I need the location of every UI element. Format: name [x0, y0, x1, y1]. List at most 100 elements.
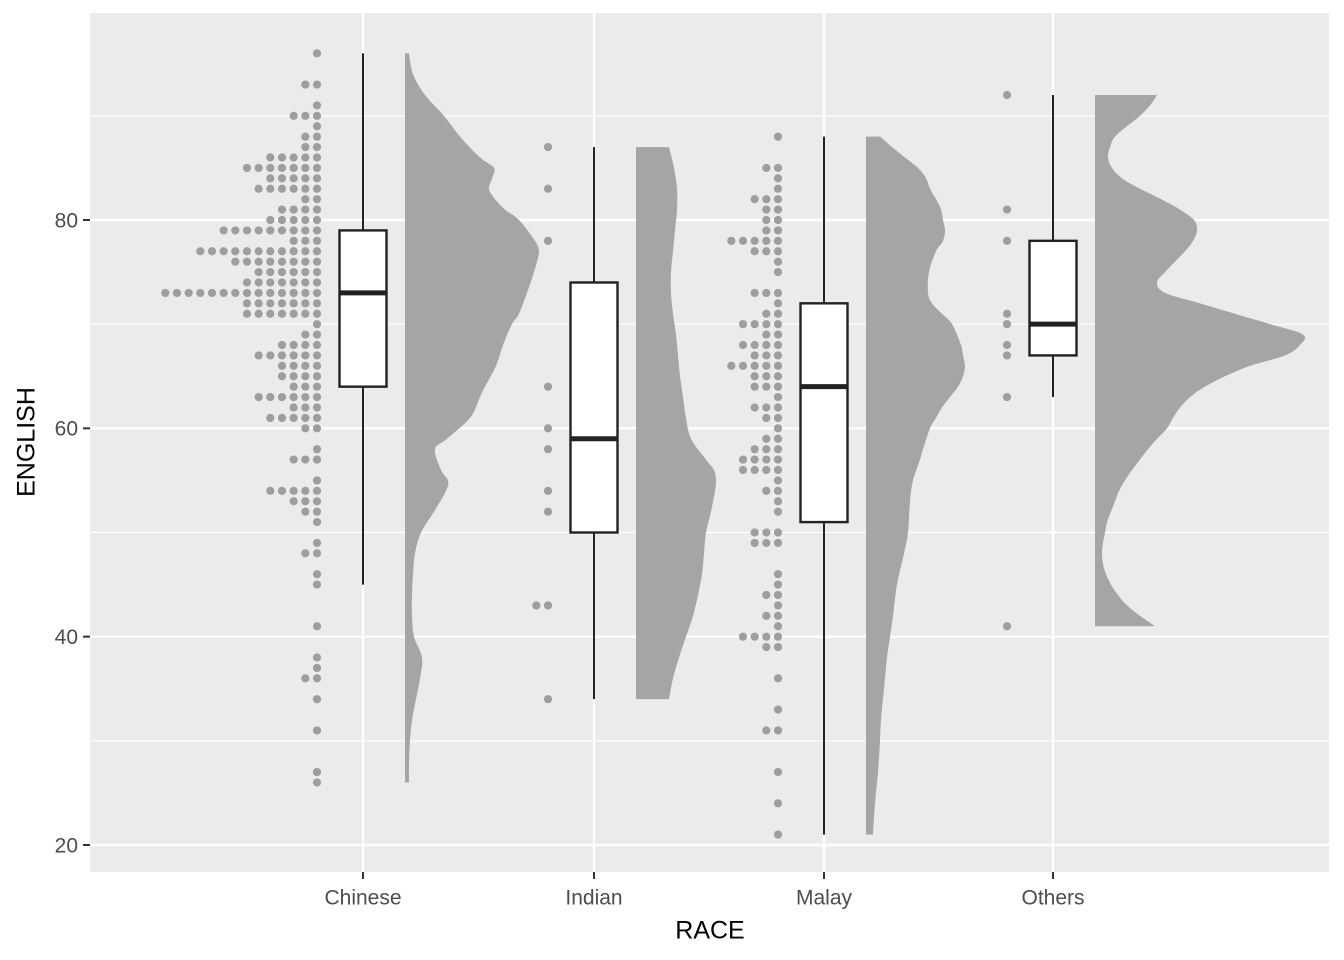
- dot: [266, 184, 275, 193]
- dot: [289, 257, 298, 266]
- dot: [312, 413, 322, 423]
- dot: [277, 361, 287, 370]
- dot: [773, 392, 783, 402]
- violin-indian: [636, 147, 717, 700]
- dot: [312, 288, 322, 298]
- dot: [773, 424, 783, 433]
- dot: [289, 340, 298, 350]
- dot: [289, 361, 298, 370]
- dot: [762, 309, 771, 318]
- dot: [773, 184, 783, 193]
- dot: [773, 538, 783, 548]
- dot: [312, 372, 322, 381]
- box-others: [1028, 239, 1078, 357]
- dot: [301, 278, 310, 287]
- dot: [762, 372, 771, 381]
- dot: [312, 299, 322, 308]
- dot: [543, 507, 553, 516]
- dot: [773, 195, 783, 204]
- dot: [762, 642, 771, 652]
- dot: [266, 392, 275, 402]
- x-tick-label-chinese: Chinese: [324, 886, 401, 909]
- dot: [762, 590, 771, 600]
- dot: [312, 195, 322, 204]
- dot: [277, 486, 287, 495]
- dot: [266, 257, 275, 266]
- dot: [301, 195, 310, 204]
- dot: [301, 153, 310, 162]
- dot: [762, 195, 771, 204]
- dot: [266, 299, 275, 308]
- dot: [312, 517, 322, 527]
- dot: [312, 174, 322, 183]
- dot: [773, 580, 783, 589]
- dot: [762, 382, 771, 391]
- dot: [312, 497, 322, 506]
- dot: [289, 392, 298, 402]
- dot: [312, 111, 322, 120]
- dot: [266, 226, 275, 235]
- dot: [242, 163, 252, 173]
- dot: [301, 111, 310, 120]
- dot: [266, 215, 275, 225]
- dot: [219, 247, 228, 256]
- box-indian: [569, 281, 619, 534]
- group-chinese: [161, 49, 540, 787]
- group-others: [1002, 90, 1306, 631]
- dot: [254, 351, 263, 360]
- dot: [312, 101, 322, 110]
- box-malay: [799, 302, 849, 524]
- dot: [773, 590, 783, 600]
- dot: [762, 486, 771, 495]
- x-tick-label-malay: Malay: [796, 886, 853, 909]
- dot: [727, 236, 736, 245]
- dot: [762, 320, 771, 329]
- dot: [289, 299, 298, 308]
- dot: [773, 455, 783, 464]
- dot: [543, 382, 553, 391]
- dot: [254, 184, 263, 193]
- dot: [301, 330, 310, 339]
- dot: [773, 528, 783, 537]
- dot: [289, 486, 298, 495]
- dot: [277, 226, 287, 235]
- dot: [738, 361, 748, 370]
- dot: [254, 299, 263, 308]
- dot: [762, 403, 771, 412]
- dot: [1002, 351, 1012, 360]
- dot: [289, 267, 298, 277]
- dot: [312, 236, 322, 245]
- dot: [312, 351, 322, 360]
- violin-others: [1095, 94, 1306, 627]
- dot: [266, 309, 275, 318]
- dot: [277, 247, 287, 256]
- dot: [266, 174, 275, 183]
- dot: [312, 361, 322, 370]
- dot: [301, 174, 310, 183]
- dot: [543, 184, 553, 193]
- dot: [543, 236, 553, 245]
- dot: [773, 726, 783, 735]
- dot: [277, 267, 287, 277]
- dot: [301, 372, 310, 381]
- dot: [301, 497, 310, 506]
- dots-chinese: [161, 49, 322, 787]
- dot: [762, 632, 771, 641]
- dot: [312, 226, 322, 235]
- dot: [231, 288, 240, 298]
- dot: [254, 278, 263, 287]
- dot: [762, 330, 771, 339]
- dot: [773, 340, 783, 350]
- dot: [289, 236, 298, 245]
- dot: [301, 549, 310, 558]
- dot: [312, 663, 322, 673]
- dot: [773, 632, 783, 641]
- dot: [312, 570, 322, 579]
- dot: [301, 361, 310, 370]
- dot: [773, 830, 783, 839]
- dot: [301, 382, 310, 391]
- dot: [254, 267, 263, 277]
- dot: [543, 695, 553, 704]
- dot: [289, 372, 298, 381]
